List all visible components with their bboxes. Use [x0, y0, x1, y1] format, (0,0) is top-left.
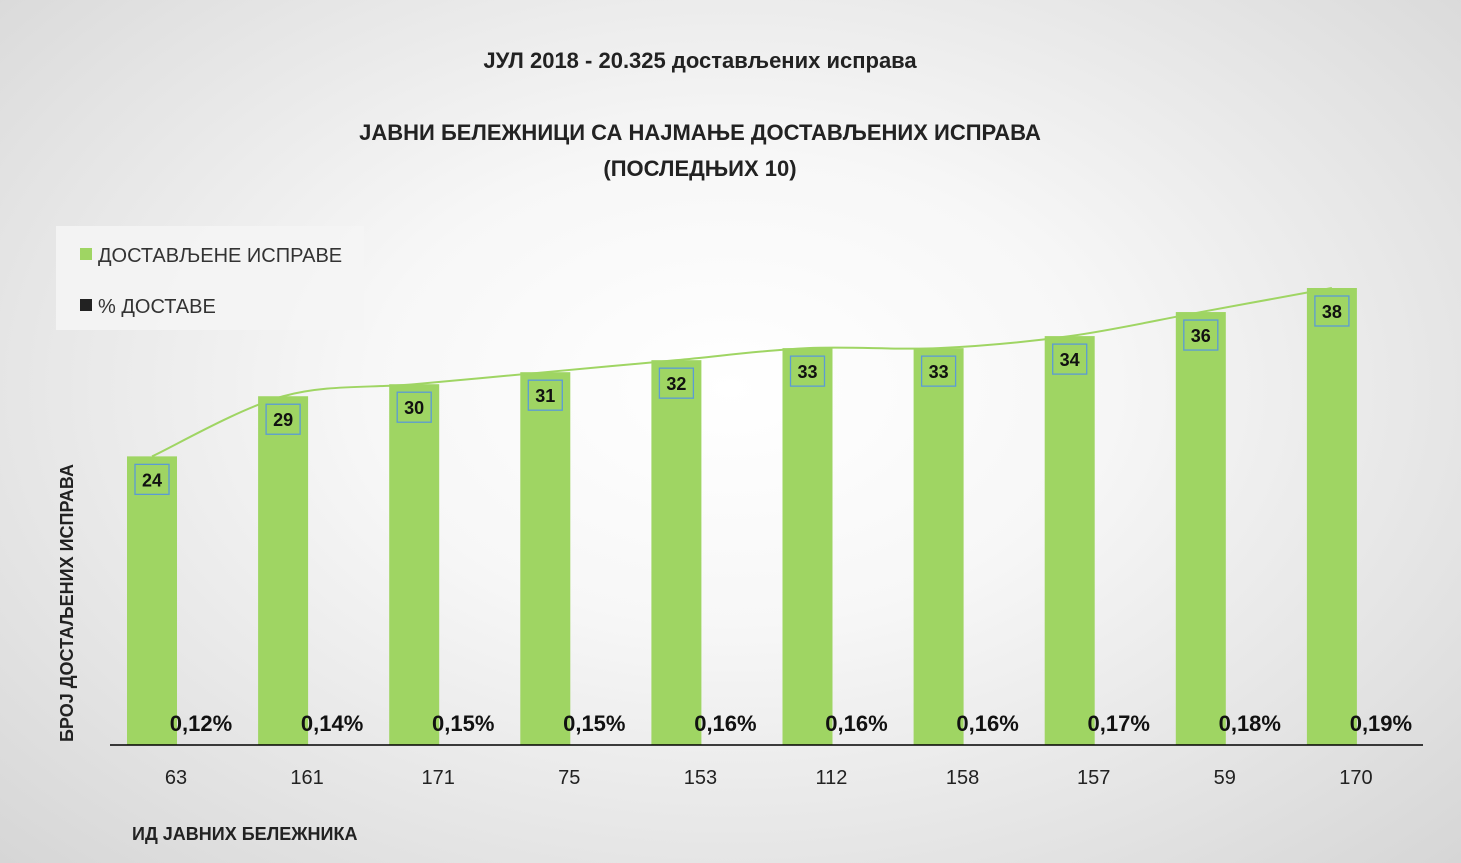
x-tick-label: 158 [946, 767, 979, 789]
value-label-box [1183, 319, 1219, 351]
bar-value-label: 31 [535, 386, 555, 406]
bar [782, 348, 833, 745]
value-label-box [396, 391, 432, 423]
chart-title: ЈУЛ 2018 - 20.325 достављених исправа [483, 48, 917, 73]
bar-value-label: 34 [1060, 350, 1080, 370]
percent-value-label: 0,16% [956, 711, 1018, 736]
bar [913, 348, 964, 745]
bar [1175, 312, 1226, 745]
chart-subtitle: ЈАВНИ БЕЛЕЖНИЦИ СА НАЈМАЊЕ ДОСТАВЉЕНИХ И… [359, 120, 1041, 145]
bar [127, 456, 177, 745]
value-label-box [527, 379, 563, 411]
percent-value-label: 0,12% [170, 711, 232, 736]
legend-label-percent: % ДОСТАВЕ [98, 296, 216, 318]
bar-value-label: 38 [1322, 302, 1342, 322]
x-tick-label: 171 [422, 767, 455, 789]
bar-value-label: 29 [273, 410, 293, 430]
x-axis-ticks: 63 161 171 75 153 112 158 157 59 170 [165, 767, 1373, 789]
x-tick-label: 63 [165, 767, 187, 789]
bar [1306, 288, 1357, 745]
x-tick-label: 153 [684, 767, 717, 789]
legend: ДОСТАВЉЕНЕ ИСПРАВЕ % ДОСТАВЕ [56, 226, 364, 330]
x-tick-label: 112 [816, 767, 848, 789]
value-label-box [134, 463, 170, 496]
value-label-box [658, 367, 695, 399]
x-tick-label: 170 [1339, 767, 1372, 789]
legend-swatch-bars [80, 248, 92, 260]
legend-background [56, 226, 364, 330]
percent-labels: 0,12% 0,14% 0,15% 0,15% 0,16% 0,16% 0,16% 0,17%… [170, 711, 1412, 736]
legend-label-bars: ДОСТАВЉЕНЕ ИСПРАВЕ [98, 245, 342, 267]
y-axis-title: БРОЈ ДОСТАЉЕНИХ ИСПРАВА [57, 464, 77, 742]
bar-value-label: 24 [142, 470, 162, 490]
value-label-box [1314, 295, 1350, 327]
bar-value-label: 32 [666, 374, 686, 394]
value-label-box [789, 355, 826, 387]
x-tick-label: 59 [1214, 767, 1236, 789]
bar [651, 360, 702, 745]
x-tick-label: 157 [1077, 767, 1110, 789]
value-label-box [920, 355, 957, 387]
percent-value-label: 0,18% [1219, 711, 1281, 736]
x-tick-label: 75 [558, 767, 580, 789]
percent-value-label: 0,16% [825, 711, 887, 736]
bar [389, 384, 440, 745]
value-labels: 24 29 30 31 32 33 33 34 36 38 [134, 295, 1350, 496]
x-axis-title: ИД ЈАВНИХ БЕЛЕЖНИКА [132, 824, 357, 844]
bar [258, 396, 309, 745]
percent-value-label: 0,15% [563, 711, 625, 736]
chart-subtitle-note: (ПОСЛЕДЊИХ 10) [603, 156, 796, 181]
value-label-box [1052, 343, 1088, 375]
legend-swatch-percent [80, 299, 92, 311]
bar [1044, 336, 1095, 745]
percent-value-label: 0,19% [1350, 711, 1412, 736]
bar-value-label: 33 [929, 362, 949, 382]
percent-value-label: 0,17% [1088, 711, 1150, 736]
trend-line [151, 287, 1333, 458]
bar-value-label: 33 [797, 362, 817, 382]
bar [520, 372, 571, 745]
bar-value-label: 30 [404, 398, 424, 418]
bar-series [127, 288, 1357, 745]
bar-value-label: 36 [1191, 326, 1211, 346]
percent-value-label: 0,14% [301, 711, 363, 736]
x-tick-label: 161 [290, 767, 323, 789]
percent-value-label: 0,16% [694, 711, 756, 736]
percent-value-label: 0,15% [432, 711, 494, 736]
value-label-box [265, 403, 301, 435]
